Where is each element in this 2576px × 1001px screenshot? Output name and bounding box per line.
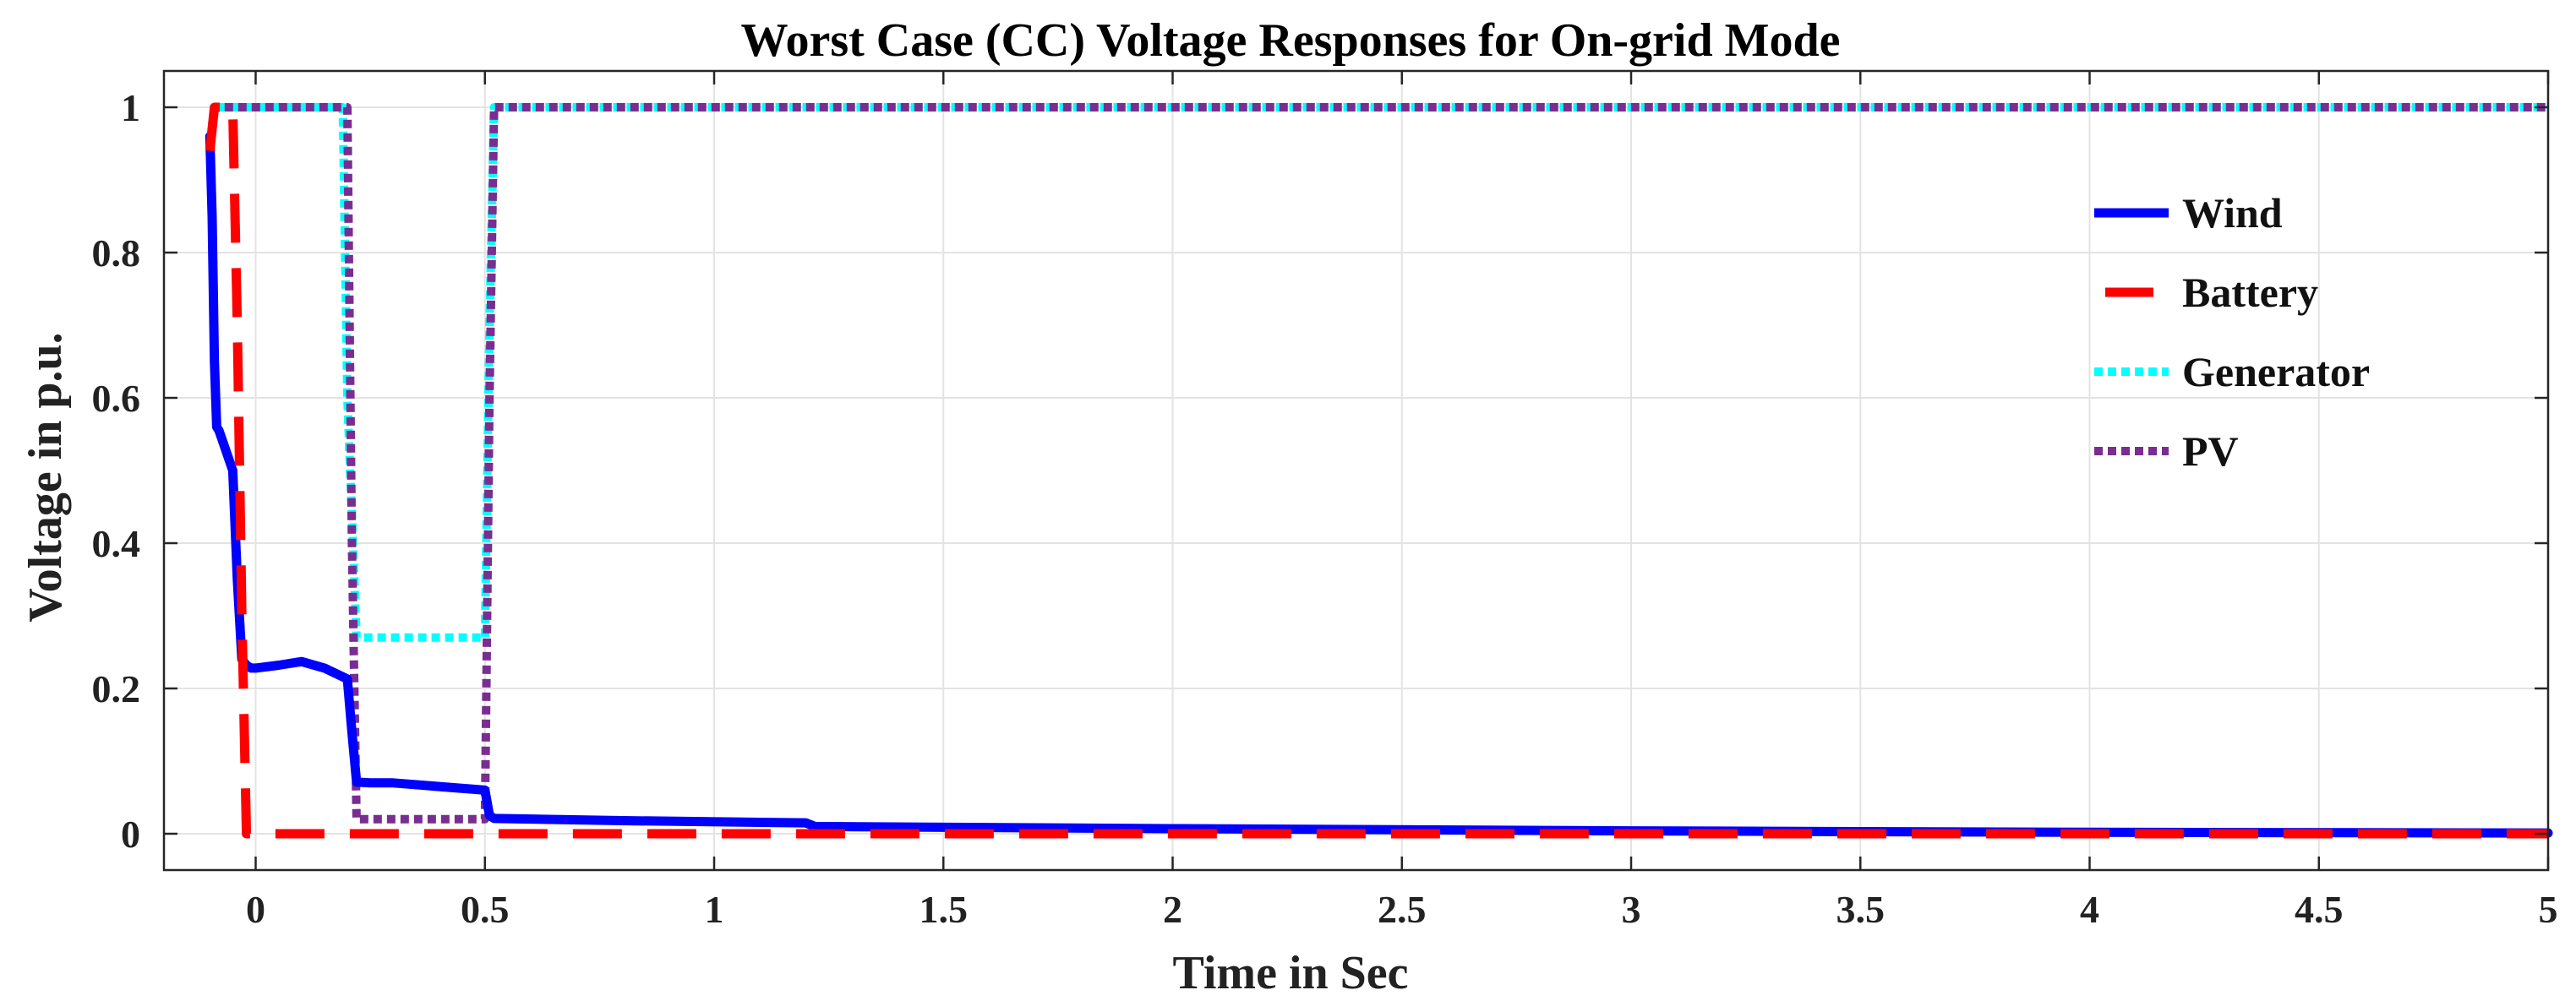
- y-tick-label: 0.8: [92, 231, 141, 275]
- axes-ticks: 0 0.5 1 1.5 2 2.5 3 3.5 4 4.5 5 0 0.2 0.4 0.6 0.8 1: [92, 71, 2558, 931]
- x-tick-label: 4.5: [2295, 888, 2344, 931]
- x-tick-label: 5: [2539, 888, 2558, 931]
- y-tick-label: 1: [121, 86, 140, 129]
- y-axis-label: Voltage in p.u.: [19, 332, 72, 622]
- x-tick-label: 1.5: [920, 888, 969, 931]
- series-line-wind: [205, 131, 2553, 838]
- x-tick-label: 3: [1622, 888, 1641, 931]
- x-tick-label: 3.5: [1836, 888, 1886, 931]
- plot-frame: [162, 69, 2550, 872]
- x-tick-label: 4: [2080, 888, 2099, 931]
- y-tick-label: 0.6: [92, 377, 141, 420]
- x-tick-label: 2.5: [1378, 888, 1427, 931]
- chart-title: Worst Case (CC) Voltage Responses for On…: [741, 14, 1841, 67]
- x-tick-label: 0.5: [461, 888, 510, 931]
- series-area: [205, 102, 2553, 839]
- legend-label-pv: PV: [2182, 427, 2239, 475]
- legend: Wind Battery Generator PV: [2094, 189, 2370, 475]
- legend-label-generator: Generator: [2182, 348, 2370, 395]
- x-tick-label: 0: [246, 888, 265, 931]
- legend-label-battery: Battery: [2182, 269, 2318, 316]
- series-line-battery: [205, 102, 2548, 839]
- y-tick-label: 0.2: [92, 667, 141, 710]
- y-tick-label: 0: [121, 813, 140, 856]
- y-tick-label: 0.4: [92, 522, 141, 565]
- x-axis-label: Time in Sec: [1173, 947, 1409, 999]
- legend-label-wind: Wind: [2182, 189, 2283, 237]
- x-tick-label: 2: [1163, 888, 1182, 931]
- x-tick-label: 1: [705, 888, 724, 931]
